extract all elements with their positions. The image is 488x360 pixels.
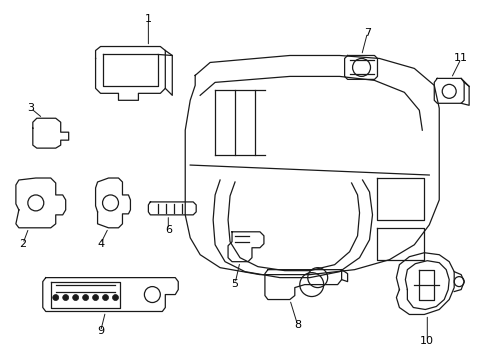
Text: 6: 6	[164, 225, 171, 235]
Text: 11: 11	[453, 54, 467, 63]
Circle shape	[62, 294, 68, 301]
Circle shape	[53, 294, 59, 301]
Circle shape	[92, 294, 99, 301]
Circle shape	[102, 294, 108, 301]
Text: 5: 5	[231, 279, 238, 289]
Text: 3: 3	[27, 103, 34, 113]
Text: 1: 1	[144, 14, 152, 24]
Circle shape	[73, 294, 79, 301]
Circle shape	[82, 294, 88, 301]
Text: 8: 8	[294, 320, 301, 330]
Text: 7: 7	[363, 28, 370, 37]
Text: 9: 9	[97, 327, 104, 336]
Text: 4: 4	[97, 239, 104, 249]
Text: 10: 10	[419, 336, 433, 346]
Text: 2: 2	[19, 239, 26, 249]
Circle shape	[112, 294, 118, 301]
